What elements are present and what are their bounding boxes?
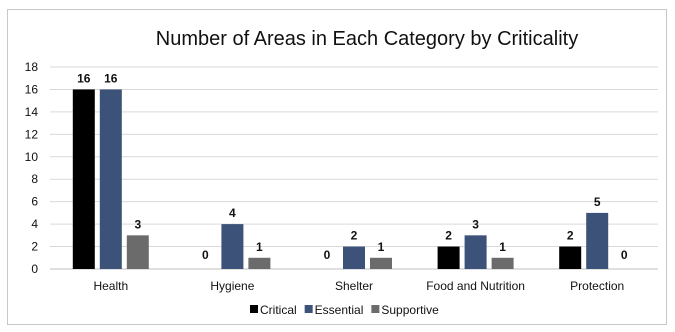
legend: Critical Essential Supportive [250,303,439,317]
y-tick-label: 14 [25,105,39,119]
y-axis-ticks: 0 2 4 6 8 10 12 14 16 18 [25,60,39,276]
bar-critical [72,89,95,269]
data-label: 4 [229,206,236,220]
bar-essential [586,212,609,269]
bar-critical [437,246,460,269]
data-label: 0 [324,248,331,262]
x-category-label: Protection [570,279,624,293]
data-label: 5 [594,195,601,209]
y-tick-label: 0 [31,262,38,276]
data-label: 1 [256,240,263,254]
data-labels: 16 16 3 0 4 1 0 2 1 2 3 1 2 5 0 [77,71,628,262]
y-tick-label: 4 [31,217,38,231]
bar-essential [464,235,487,269]
y-tick-label: 6 [31,195,38,209]
x-axis-categories: Health Hygiene Shelter Food and Nutrition Pr… [93,279,624,293]
data-label: 2 [445,229,452,243]
bar-essential [343,246,365,269]
y-tick-label: 18 [25,60,39,74]
y-tick-label: 2 [31,240,38,254]
legend-swatch-critical [250,305,258,313]
x-category-label: Health [93,279,128,293]
data-label: 16 [104,71,118,85]
gridlines [50,66,658,270]
y-tick-label: 10 [25,150,39,164]
data-label: 2 [567,229,574,243]
legend-label-critical: Critical [260,303,297,317]
legend-swatch-supportive [371,305,380,313]
bar-supportive [370,257,392,269]
data-label: 0 [621,248,628,262]
x-category-label: Food and Nutrition [426,279,525,293]
bars [72,89,609,269]
bar-supportive [248,257,271,269]
data-label: 1 [499,240,506,254]
data-label: 2 [351,229,358,243]
data-label: 1 [378,240,385,254]
legend-label-essential: Essential [315,303,364,317]
data-label: 0 [202,248,209,262]
data-label: 3 [472,217,479,231]
bar-essential [99,89,122,269]
bar-essential [221,224,244,269]
data-label: 16 [77,71,91,85]
y-tick-label: 16 [25,82,39,96]
data-label: 3 [134,217,141,231]
x-category-label: Shelter [335,279,373,293]
legend-label-supportive: Supportive [381,303,439,317]
y-tick-label: 12 [25,127,39,141]
x-category-label: Hygiene [210,279,254,293]
chart-title: Number of Areas in Each Category by Crit… [156,28,578,50]
bar-supportive [491,257,514,269]
y-tick-label: 8 [31,172,38,186]
bar-supportive [126,235,149,269]
legend-swatch-essential [304,305,313,313]
bar-critical [559,246,582,269]
